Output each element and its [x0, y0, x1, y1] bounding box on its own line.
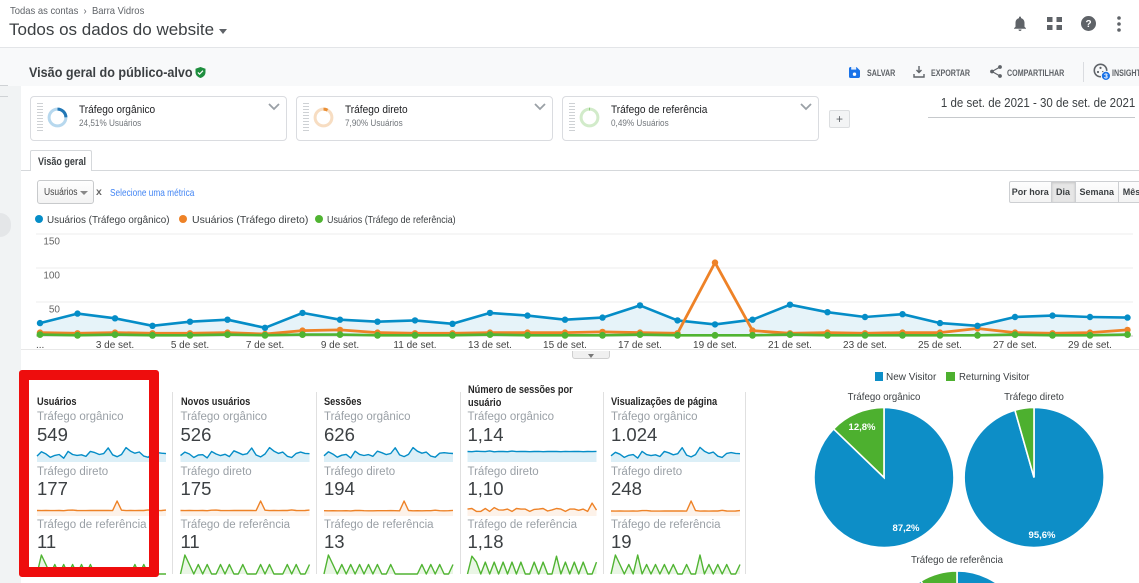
svg-text:11 de set.: 11 de set.: [393, 340, 436, 351]
svg-text:150: 150: [43, 237, 60, 248]
svg-text:100: 100: [43, 271, 60, 282]
svg-text:29 de set.: 29 de set.: [1068, 340, 1112, 351]
svg-text:...: ...: [36, 340, 44, 351]
svg-text:17 de set.: 17 de set.: [618, 340, 662, 351]
svg-text:5 de set.: 5 de set.: [171, 340, 209, 351]
svg-text:27 de set.: 27 de set.: [993, 340, 1037, 351]
svg-text:12,8%: 12,8%: [849, 422, 876, 433]
svg-text:95,6%: 95,6%: [1029, 530, 1056, 541]
svg-text:9 de set.: 9 de set.: [321, 340, 359, 351]
svg-text:3: 3: [1104, 74, 1108, 81]
svg-text:25 de set.: 25 de set.: [918, 340, 962, 351]
svg-text:3 de set.: 3 de set.: [96, 340, 134, 351]
svg-text:87,2%: 87,2%: [893, 523, 920, 534]
svg-text:19 de set.: 19 de set.: [693, 340, 737, 351]
svg-text:13 de set.: 13 de set.: [468, 340, 512, 351]
svg-text:7 de set.: 7 de set.: [246, 340, 284, 351]
svg-text:15 de set.: 15 de set.: [543, 340, 587, 351]
svg-text:?: ?: [1085, 19, 1091, 30]
svg-text:21 de set.: 21 de set.: [768, 340, 812, 351]
svg-text:50: 50: [49, 305, 61, 316]
svg-text:23 de set.: 23 de set.: [843, 340, 887, 351]
